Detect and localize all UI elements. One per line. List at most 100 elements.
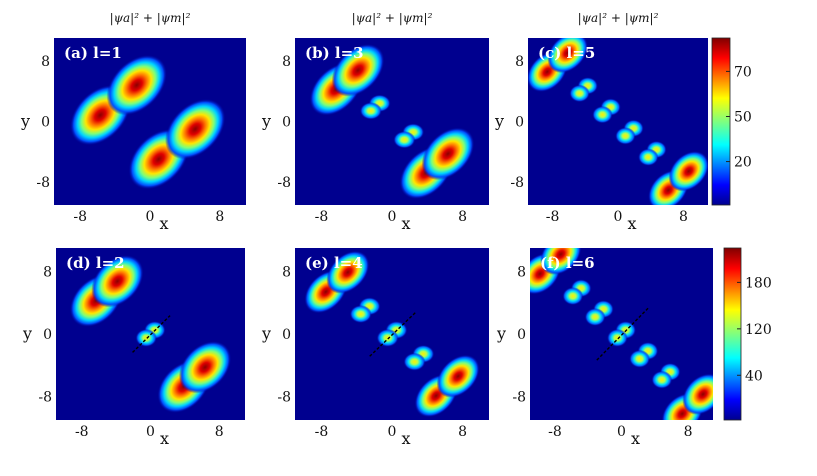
defect-line (596, 307, 649, 361)
y-axis-label: y (261, 112, 271, 131)
panel-label: (b) l=3 (305, 44, 364, 62)
density-spot (584, 308, 606, 326)
y-tick-label: 8 (282, 264, 291, 280)
density-spot (393, 130, 416, 149)
density-peak (326, 250, 370, 294)
density-peak (682, 373, 713, 415)
panel-title: |ψa|² + |ψm|² (578, 11, 659, 25)
heatmap-field (69, 255, 232, 413)
density-spot (615, 127, 636, 145)
y-tick-label: -8 (512, 390, 526, 406)
y-tick-label: 8 (282, 54, 291, 70)
density-spot (651, 370, 673, 389)
density-spot (569, 84, 590, 103)
density-peak (91, 255, 144, 308)
colorbar-gradient (723, 247, 742, 421)
panel-2: (b) l=3 |ψa|² + |ψm|² -8 0 8 x 8 0 -8 y (261, 11, 489, 233)
x-axis-label: x (160, 429, 169, 448)
density-peak (540, 248, 582, 275)
colorbar-tick-label: 40 (745, 368, 763, 384)
panel-5: (e) l=4 -8 0 8 x 8 0 -8 y (261, 248, 489, 448)
panel-label: (a) l=1 (64, 44, 122, 62)
x-tick-label: -8 (546, 209, 560, 225)
y-tick-label: -8 (38, 390, 52, 406)
panel-label: (f) l=6 (540, 254, 595, 272)
heatmap-field (530, 248, 713, 420)
y-tick-label: 0 (517, 327, 526, 343)
heatmap-background (295, 38, 489, 205)
y-tick-label: 8 (43, 264, 52, 280)
density-spot (629, 349, 650, 368)
colorbar-tick-label: 180 (745, 275, 772, 291)
x-axis-label: x (627, 214, 636, 233)
defect-line (369, 311, 417, 357)
panel-label: (d) l=2 (66, 254, 125, 272)
y-tick-label: 0 (43, 327, 52, 343)
y-tick-label: -8 (277, 390, 291, 406)
colorbar: 70 50 20 (711, 37, 752, 206)
y-tick-label: 8 (515, 54, 524, 70)
colorbar-tick-label: 70 (734, 64, 752, 80)
y-tick-label: 8 (41, 54, 50, 70)
x-tick-label: 0 (146, 424, 155, 440)
y-axis-label: y (22, 324, 32, 343)
x-tick-label: 8 (458, 424, 467, 440)
panel-3: (c) l=5 |ψa|² + |ψm|² -8 0 8 x 8 0 -8 y (494, 11, 708, 233)
x-tick-label: 8 (215, 209, 224, 225)
density-peak (178, 341, 232, 394)
y-tick-label: -8 (510, 175, 524, 191)
colorbar-tick-label: 20 (734, 155, 752, 171)
density-peak (165, 98, 226, 160)
y-axis-label: y (496, 324, 506, 343)
x-tick-label: 8 (684, 424, 693, 440)
x-tick-label: 8 (215, 424, 224, 440)
density-peak (331, 43, 385, 97)
panel-title: |ψa|² + |ψm|² (352, 11, 433, 25)
panel-1: (a) l=1 |ψa|² + |ψm|² -8 0 8 x 8 0 -8 y (20, 11, 246, 233)
heatmap-field (70, 54, 226, 190)
y-tick-label: 0 (282, 327, 291, 343)
density-spot (562, 287, 584, 306)
x-tick-label: -8 (315, 209, 329, 225)
density-peak (436, 354, 480, 398)
y-axis-label: y (261, 324, 271, 343)
panel-label: (c) l=5 (538, 44, 595, 62)
colorbar-gradient (711, 37, 731, 206)
density-peak (547, 38, 588, 74)
colorbar-tick-label: 50 (734, 109, 752, 125)
colorbar-tick-label: 120 (745, 322, 772, 338)
x-tick-label: -8 (315, 424, 329, 440)
x-tick-label: 0 (617, 424, 626, 440)
x-tick-label: 0 (614, 209, 623, 225)
panel-title: |ψa|² + |ψm|² (110, 11, 191, 25)
y-tick-label: 8 (517, 264, 526, 280)
y-axis-label: y (20, 112, 30, 131)
heatmap-field (309, 43, 475, 200)
x-axis-label: x (401, 214, 410, 233)
density-spot (135, 328, 157, 347)
y-axis-label: y (494, 112, 504, 131)
x-tick-label: 8 (458, 209, 467, 225)
x-axis-label: x (159, 214, 168, 233)
heatmap-field (304, 250, 480, 418)
x-tick-label: -8 (73, 209, 87, 225)
x-tick-label: 8 (679, 209, 688, 225)
density-spot (403, 352, 426, 371)
density-peak (106, 54, 167, 116)
heatmap-field (528, 38, 708, 205)
panel-6: (f) l=6 -8 0 8 x 8 0 -8 y (496, 248, 713, 448)
x-axis-label: x (401, 429, 410, 448)
x-tick-label: 0 (146, 209, 155, 225)
defect-line (132, 315, 171, 353)
panel-4: (d) l=2 -8 0 8 x 8 0 -8 y (22, 248, 245, 448)
x-tick-label: 0 (388, 424, 397, 440)
density-spot (606, 328, 628, 347)
y-tick-label: 0 (515, 115, 524, 131)
x-tick-label: 0 (388, 209, 397, 225)
y-tick-label: -8 (277, 175, 291, 191)
density-spot (638, 148, 659, 166)
density-spot (592, 105, 613, 124)
panel-label: (e) l=4 (305, 254, 363, 272)
density-spot (359, 102, 382, 120)
